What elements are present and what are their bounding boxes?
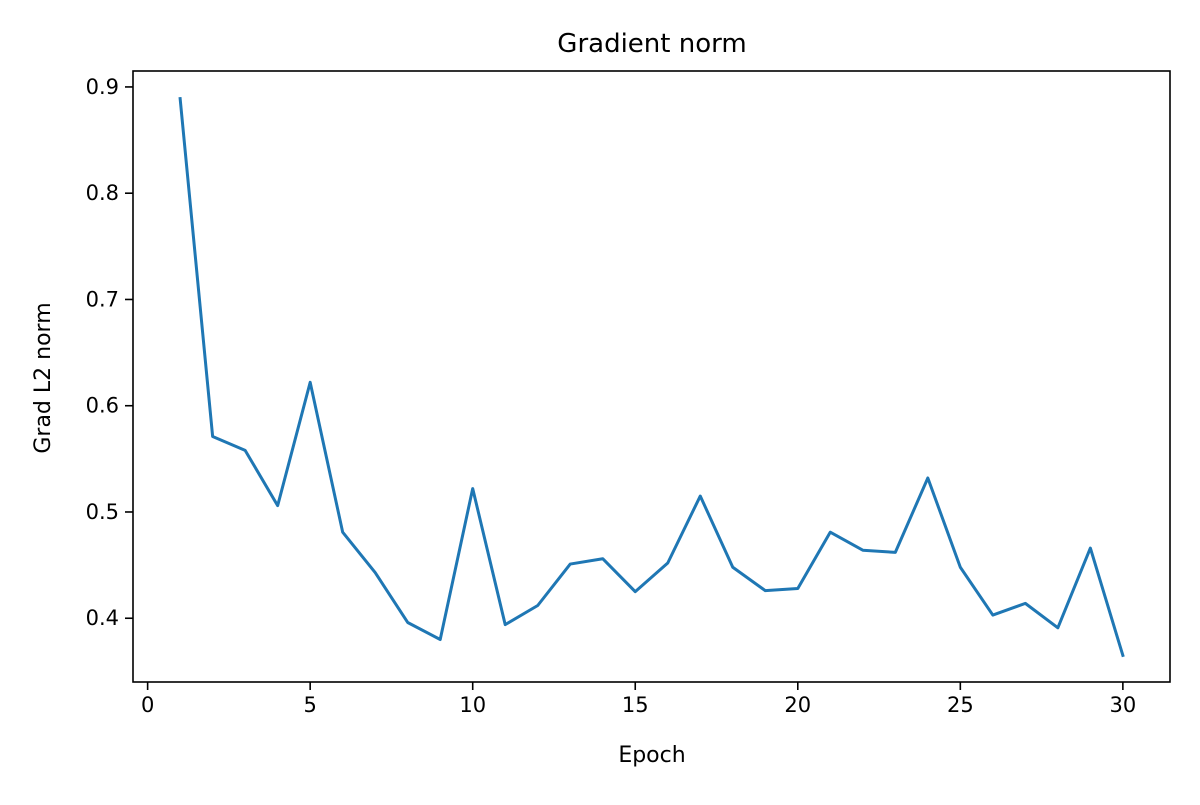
x-tick-label: 0 (141, 693, 154, 717)
y-tick-label: 0.6 (86, 394, 119, 418)
x-tick-label: 10 (459, 693, 486, 717)
x-tick-label: 20 (784, 693, 811, 717)
chart-title: Gradient norm (557, 29, 746, 59)
plot-area: 0 5 10 15 20 25 30 0.4 0.5 0.6 0.7 0.8 0.9 (86, 75, 1137, 717)
y-tick-label: 0.4 (86, 606, 119, 630)
x-tick-label: 15 (622, 693, 649, 717)
y-tick-label: 0.7 (86, 287, 119, 311)
y-tick-label: 0.5 (86, 500, 119, 524)
x-tick-label: 25 (947, 693, 974, 717)
y-axis-label: Grad L2 norm (31, 302, 56, 453)
y-tick-label: 0.9 (86, 75, 119, 99)
x-tick-label: 5 (303, 693, 316, 717)
axes-frame (132, 70, 1171, 683)
series-line (178, 96, 1125, 658)
y-tick-label: 0.8 (86, 181, 119, 205)
x-tick-label: 30 (1109, 693, 1136, 717)
x-axis-label: Epoch (618, 743, 685, 768)
